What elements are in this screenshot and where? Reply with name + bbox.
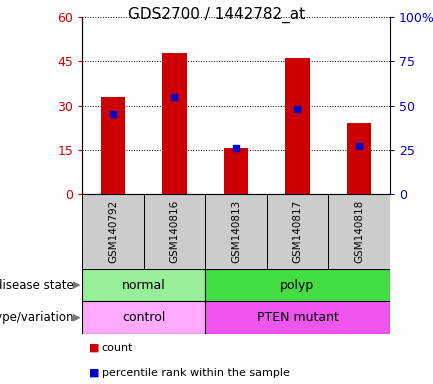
Text: count: count xyxy=(102,343,133,353)
Bar xyxy=(205,301,390,334)
Text: percentile rank within the sample: percentile rank within the sample xyxy=(102,368,290,378)
Text: GSM140813: GSM140813 xyxy=(231,200,241,263)
Text: disease state: disease state xyxy=(0,279,74,291)
Bar xyxy=(205,194,267,269)
Text: control: control xyxy=(122,311,165,324)
Text: GDS2700 / 1442782_at: GDS2700 / 1442782_at xyxy=(128,7,305,23)
Text: GSM140816: GSM140816 xyxy=(169,200,180,263)
Bar xyxy=(144,194,205,269)
Text: GSM140817: GSM140817 xyxy=(292,200,303,263)
Text: PTEN mutant: PTEN mutant xyxy=(256,311,339,324)
Text: normal: normal xyxy=(122,279,166,291)
Text: GSM140792: GSM140792 xyxy=(108,200,118,263)
Bar xyxy=(224,148,248,194)
Bar xyxy=(101,97,125,194)
Text: ■: ■ xyxy=(89,368,99,378)
Text: genotype/variation: genotype/variation xyxy=(0,311,74,324)
Bar xyxy=(328,194,390,269)
Bar xyxy=(82,301,205,334)
Bar xyxy=(162,53,187,194)
Bar xyxy=(82,194,144,269)
Text: polyp: polyp xyxy=(280,279,315,291)
Bar xyxy=(347,123,371,194)
Bar xyxy=(205,269,390,301)
Bar xyxy=(267,194,328,269)
Text: GSM140818: GSM140818 xyxy=(354,200,364,263)
Bar xyxy=(82,269,205,301)
Text: ■: ■ xyxy=(89,343,99,353)
Bar xyxy=(285,58,310,194)
